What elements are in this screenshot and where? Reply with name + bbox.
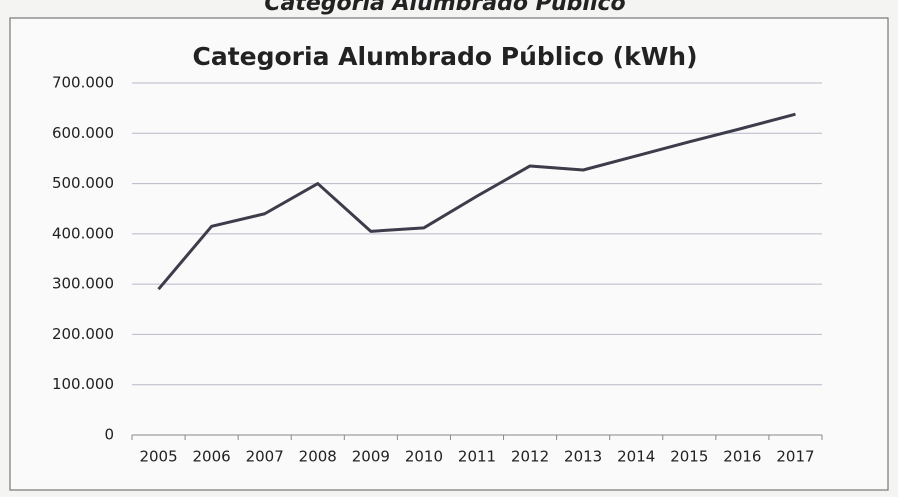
x-tick-label: 2010 — [405, 448, 443, 466]
data-line — [157, 112, 796, 291]
x-tick-label: 2006 — [193, 448, 231, 466]
y-tick-label: 600.000 — [52, 124, 114, 142]
y-tick-label: 700.000 — [52, 74, 114, 92]
x-tick-label: 2012 — [511, 448, 549, 466]
y-tick-label: 300.000 — [52, 275, 114, 293]
x-tick-label: 2008 — [299, 448, 337, 466]
x-tick-label: 2007 — [246, 448, 284, 466]
x-tick-label: 2011 — [458, 448, 496, 466]
y-tick-label: 0 — [104, 426, 114, 444]
y-tick-label: 200.000 — [52, 325, 114, 343]
x-tick-label: 2013 — [564, 448, 602, 466]
page-header: Categoria Alumbrado Público — [264, 0, 625, 16]
x-tick-label: 2005 — [139, 448, 177, 466]
y-tick-label: 100.000 — [52, 375, 114, 393]
y-tick-label: 500.000 — [52, 174, 114, 192]
y-tick-label: 400.000 — [52, 224, 114, 242]
x-tick-label: 2016 — [723, 448, 761, 466]
chart-title: Categoria Alumbrado Público (kWh) — [192, 42, 697, 71]
x-tick-label: 2009 — [352, 448, 390, 466]
x-tick-label: 2015 — [670, 448, 708, 466]
chart-frame — [9, 17, 889, 491]
x-tick-label: 2014 — [617, 448, 655, 466]
x-tick-label: 2017 — [776, 448, 814, 466]
